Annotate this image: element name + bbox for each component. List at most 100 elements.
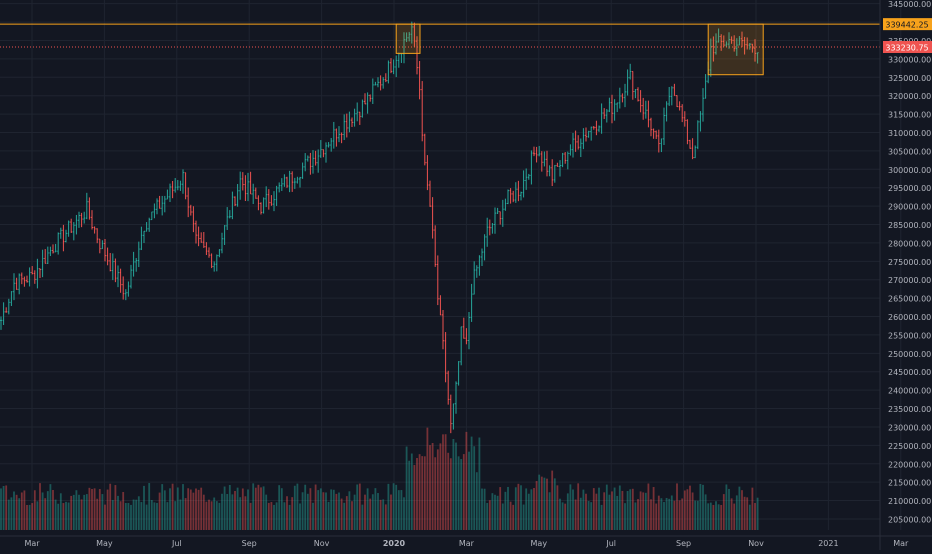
volume-bar <box>306 493 309 530</box>
price-tick-label: 250000.00 <box>888 350 931 359</box>
volume-bar <box>291 497 294 530</box>
volume-bar <box>707 503 710 530</box>
volume-bar <box>109 483 112 530</box>
volume-bar <box>93 488 96 530</box>
volume-bar <box>421 456 424 530</box>
price-tick-label: 310000.00 <box>888 129 931 138</box>
drawings[interactable] <box>0 23 880 76</box>
volume-bar <box>668 498 671 530</box>
volume-bar <box>156 502 158 530</box>
volume-bar <box>98 489 101 530</box>
volume-bar <box>694 500 697 530</box>
volume-bar <box>647 483 650 530</box>
volume-bar <box>44 498 47 530</box>
last-price-label: 333230.75 <box>885 43 928 52</box>
volume-bar <box>184 498 187 530</box>
volume-bar <box>189 489 192 530</box>
volume-bar <box>390 494 392 530</box>
volume-bar <box>353 494 356 530</box>
volume-bar <box>681 498 684 530</box>
volume-bar <box>293 485 296 530</box>
volume-bar <box>351 501 353 530</box>
volume-bar <box>5 485 8 530</box>
volume-bar <box>158 492 161 530</box>
volume-bar <box>132 499 135 530</box>
volume-bar <box>592 488 595 530</box>
volume-bar <box>239 497 242 530</box>
volume-bar <box>715 501 717 530</box>
volume-bar <box>743 496 746 530</box>
price-tick-label: 275000.00 <box>888 258 931 267</box>
volume-bar <box>462 454 465 530</box>
volume-bar <box>358 483 361 530</box>
price-tick-label: 300000.00 <box>888 166 931 175</box>
volume-bar <box>197 489 200 530</box>
volume-bar <box>704 494 707 530</box>
volume-bar <box>20 492 23 530</box>
volume-bar <box>322 492 325 530</box>
volume-bar <box>254 487 257 530</box>
volume-bar <box>481 488 483 530</box>
volume-bar <box>106 489 109 530</box>
volume-bar <box>473 446 476 530</box>
volume-bar <box>738 486 741 530</box>
volume-bar <box>410 453 413 530</box>
volume-bar <box>585 493 587 530</box>
price-tick-label: 245000.00 <box>888 368 931 377</box>
volume-bar <box>548 492 551 530</box>
nov-range-box <box>707 23 764 76</box>
volume-bar <box>7 499 10 530</box>
time-tick-label: Sep <box>242 539 257 548</box>
volume-bar <box>561 502 564 530</box>
volume-bar <box>468 451 470 530</box>
volume-bar <box>556 485 559 530</box>
volume-bar <box>286 496 288 530</box>
volume-bar <box>423 456 426 530</box>
volume-bar <box>26 504 28 530</box>
price-tick-label: 345000.00 <box>888 0 931 9</box>
volume-bar <box>304 484 307 530</box>
volume-bar <box>275 502 278 530</box>
volume-bar <box>639 491 642 530</box>
time-tick-label: Mar <box>24 539 40 548</box>
time-tick-label: May <box>96 539 113 548</box>
volume-bar <box>642 492 645 530</box>
volume-bar <box>348 491 351 530</box>
volume-bar <box>756 497 759 530</box>
volume-bar <box>111 499 114 530</box>
volume-bar <box>343 502 346 530</box>
volume-bar <box>361 504 364 530</box>
volume-bar <box>491 493 494 530</box>
volume-bar <box>70 495 73 530</box>
price-tick-label: 290000.00 <box>888 203 931 212</box>
price-tick-label: 260000.00 <box>888 313 931 322</box>
volume-bar <box>590 502 593 530</box>
volume-bar <box>644 492 647 530</box>
volume-bar <box>377 493 379 530</box>
feb-top-box <box>395 23 421 54</box>
volume-bar <box>696 500 699 530</box>
volume-bar <box>582 489 585 530</box>
volume-bar <box>702 484 704 530</box>
volume-bar <box>442 434 444 530</box>
volume-bar <box>436 449 439 530</box>
volume-bar <box>150 500 153 530</box>
volume-bar <box>460 459 463 530</box>
volume-bar <box>104 504 106 530</box>
time-tick-label: Nov <box>314 539 330 548</box>
volume-bar <box>634 502 637 530</box>
volume-bar <box>39 483 41 530</box>
volume-bar <box>699 483 702 530</box>
grid-lines <box>0 0 902 530</box>
volume-bar <box>655 503 658 530</box>
volume-bar <box>379 499 382 530</box>
level-price-label: 339442.25 <box>885 21 928 30</box>
price-tick-label: 215000.00 <box>888 479 931 488</box>
volume-bar <box>241 488 244 530</box>
volume-bar <box>52 490 54 530</box>
volume-bar <box>145 504 148 530</box>
volume-bar <box>572 489 574 530</box>
time-tick-label: Sep <box>676 539 691 548</box>
